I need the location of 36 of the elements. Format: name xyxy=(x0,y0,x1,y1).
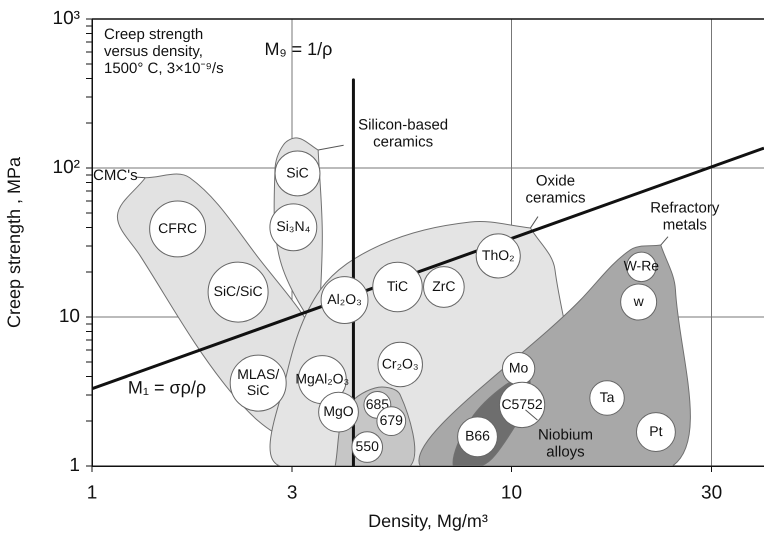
series-label: Ta xyxy=(600,388,615,405)
y-tick-label: 1 xyxy=(69,455,80,476)
y-tick-label: 10³ xyxy=(52,8,80,30)
series-label: Si₃N₄ xyxy=(276,218,311,234)
series-label: 679 xyxy=(380,412,404,428)
series-label: ThO₂ xyxy=(482,246,515,263)
annotation: Creep strength versus density, 1500° C, 3×10⁻⁹/s xyxy=(104,26,224,78)
y-tick-label: 10² xyxy=(52,157,80,178)
series-label: C5752 xyxy=(501,396,543,412)
text: Silicon-based ceramics xyxy=(358,116,448,151)
y-tick-label: 10 xyxy=(58,306,80,328)
series-label: SiC/SiC xyxy=(214,282,263,299)
series-label: CFRC xyxy=(158,220,198,236)
series-label: w xyxy=(632,292,645,309)
series-label: Oxide ceramics xyxy=(525,172,586,207)
x-tick-label: 30 xyxy=(701,482,722,504)
series-label: MgO xyxy=(323,402,354,419)
series-label: Al₂O₃ xyxy=(327,290,362,307)
series-label: SiC xyxy=(286,164,309,180)
series-label: M₉ = 1/ρ xyxy=(264,38,332,59)
series-label: CMC's xyxy=(93,166,138,184)
y-axis-title: Creep strength , MPa xyxy=(4,156,24,328)
series-label: Mo xyxy=(508,360,529,376)
x-tick-label: 3 xyxy=(286,482,298,504)
x-axis-title: Density, Mg/m³ xyxy=(368,511,488,532)
series-label: B66 xyxy=(465,428,490,444)
series-label: TiC xyxy=(386,278,408,294)
series-label: Niobium alloys xyxy=(538,426,593,461)
series-label: Cr₂O₃ xyxy=(382,355,419,372)
series-label: ZrC xyxy=(432,278,456,294)
x-tick-label: 10 xyxy=(500,482,522,504)
series-label: MLAS/ SiC xyxy=(237,366,280,398)
series-label: M₁ = σρ/ρ xyxy=(128,378,206,398)
series-label: 550 xyxy=(356,438,380,454)
x-tick-label: 1 xyxy=(86,482,98,504)
series-label: Pt xyxy=(649,422,663,439)
